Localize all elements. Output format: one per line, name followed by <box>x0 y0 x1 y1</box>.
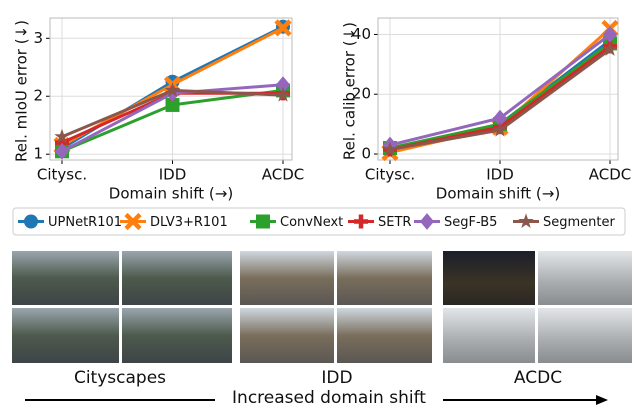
x-tick-label: ACDC <box>589 166 632 184</box>
x-tick-label: Citysc. <box>365 166 415 184</box>
y-tick-label: 2 <box>33 87 43 105</box>
caption: Increased domain shift <box>232 388 426 408</box>
x-axis-label: Domain shift (→) <box>109 185 233 203</box>
photo <box>443 251 535 305</box>
marker <box>256 215 270 229</box>
y-tick-label: 0 <box>361 145 371 163</box>
photo <box>12 251 119 305</box>
x-tick-label: IDD <box>159 166 187 184</box>
legend-label: ConvNext <box>280 215 343 230</box>
legend-label: UPNetR101 <box>48 215 122 230</box>
photo <box>122 308 232 363</box>
photo <box>240 251 334 305</box>
x-tick-label: ACDC <box>262 166 305 184</box>
photo <box>240 308 334 363</box>
legend-label: SETR <box>378 215 411 230</box>
legend-label: DLV3+R101 <box>150 215 228 230</box>
x-axis-label: Domain shift (→) <box>436 185 560 203</box>
photo <box>443 308 535 363</box>
x-tick-label: IDD <box>486 166 514 184</box>
photo <box>538 308 632 363</box>
y-tick-label: 1 <box>33 145 43 163</box>
arrow-head <box>596 395 608 405</box>
x-tick-label: Citysc. <box>37 166 87 184</box>
photo <box>538 251 632 305</box>
dataset-label: IDD <box>321 368 352 388</box>
y-axis-label: Rel. calib error (↓) <box>341 22 359 160</box>
photo <box>122 251 232 305</box>
photo <box>337 251 432 305</box>
y-tick-label: 3 <box>33 29 43 47</box>
legend-label: Segmenter <box>543 215 615 230</box>
marker <box>24 215 38 229</box>
photo <box>12 308 119 363</box>
dataset-label: ACDC <box>514 368 562 388</box>
photo <box>337 308 432 363</box>
photos <box>12 251 632 363</box>
dataset-label: Cityscapes <box>74 368 166 388</box>
y-axis-label: Rel. mIoU error (↓) <box>13 20 31 162</box>
legend-label: SegF-B5 <box>444 215 497 230</box>
figure: Cityscapes IDD ACDC Increased domain shi… <box>0 0 638 408</box>
